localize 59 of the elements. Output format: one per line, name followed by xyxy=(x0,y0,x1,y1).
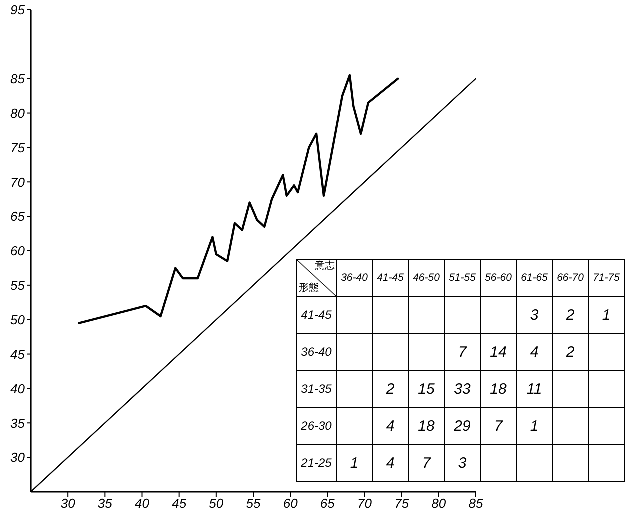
x-tick-label: 70 xyxy=(358,496,373,512)
x-tick-label: 40 xyxy=(135,496,150,512)
y-tick-label: 31-35 xyxy=(296,370,336,408)
data-label: 18 xyxy=(408,408,444,444)
x-tick-label: 71-75 xyxy=(588,260,624,296)
x-tick-label: 51-55 xyxy=(444,260,480,296)
data-label: 4 xyxy=(372,444,408,482)
y-tick-label: 60 xyxy=(10,244,26,259)
y-tick-label: 36-40 xyxy=(296,334,336,370)
x-tick-label: 80 xyxy=(432,496,447,512)
x-tick-label: 45 xyxy=(172,496,188,512)
x-tick-label: 75 xyxy=(394,496,410,512)
x-tick-label: 60 xyxy=(283,496,299,512)
x-tick-label: 66-70 xyxy=(552,260,588,296)
data-label: 2 xyxy=(552,334,588,370)
y-tick-label: 80 xyxy=(10,106,26,121)
data-label: 11 xyxy=(516,370,552,408)
data-label: 15 xyxy=(408,370,444,408)
x-tick-label: 30 xyxy=(60,496,76,512)
y-tick-label: 21-25 xyxy=(296,444,336,482)
y-tick-label: 95 xyxy=(10,2,26,18)
data-label: 4 xyxy=(516,334,552,370)
y-tick-label: 45 xyxy=(10,346,26,362)
data-label: 29 xyxy=(444,408,480,444)
x-tick-label: 61-65 xyxy=(516,260,552,296)
x-tick-label: 85 xyxy=(468,496,484,512)
y-tick-label: 85 xyxy=(10,71,26,86)
data-label: 2 xyxy=(372,370,408,408)
data-label: 7 xyxy=(444,334,480,370)
y-tick-label: 35 xyxy=(10,416,26,431)
y-tick-label: 50 xyxy=(10,312,26,328)
data-label: 18 xyxy=(480,370,516,408)
x-tick-label: 46-50 xyxy=(408,260,444,296)
y-tick-label: 26-30 xyxy=(296,408,336,444)
data-label: 7 xyxy=(480,408,516,444)
data-label: 1 xyxy=(336,444,372,482)
data-label: 1 xyxy=(588,296,624,334)
y-tick-label: 40 xyxy=(10,381,26,396)
data-label: 3 xyxy=(516,296,552,334)
x-axis-title: 意志 xyxy=(315,261,335,272)
y-axis-title: 形態 xyxy=(299,283,319,294)
data-label: 4 xyxy=(372,408,408,444)
y-tick-label: 70 xyxy=(10,174,26,190)
y-tick-label: 75 xyxy=(10,140,26,156)
x-tick-label: 55 xyxy=(246,496,262,512)
x-tick-label: 41-45 xyxy=(372,260,408,296)
data-label: 2 xyxy=(552,296,588,334)
x-tick-label: 50 xyxy=(209,496,224,512)
data-label: 3 xyxy=(444,444,480,482)
data-label: 1 xyxy=(516,408,552,444)
data-label: 14 xyxy=(480,334,516,370)
y-tick-label: 30 xyxy=(10,450,26,466)
data-label: 33 xyxy=(444,370,480,408)
y-tick-label: 65 xyxy=(10,209,26,224)
x-tick-label: 35 xyxy=(98,496,114,512)
y-tick-label: 41-45 xyxy=(296,296,336,334)
x-tick-label: 56-60 xyxy=(480,260,516,296)
x-tick-label: 36-40 xyxy=(336,260,372,296)
data-label: 7 xyxy=(408,444,444,482)
